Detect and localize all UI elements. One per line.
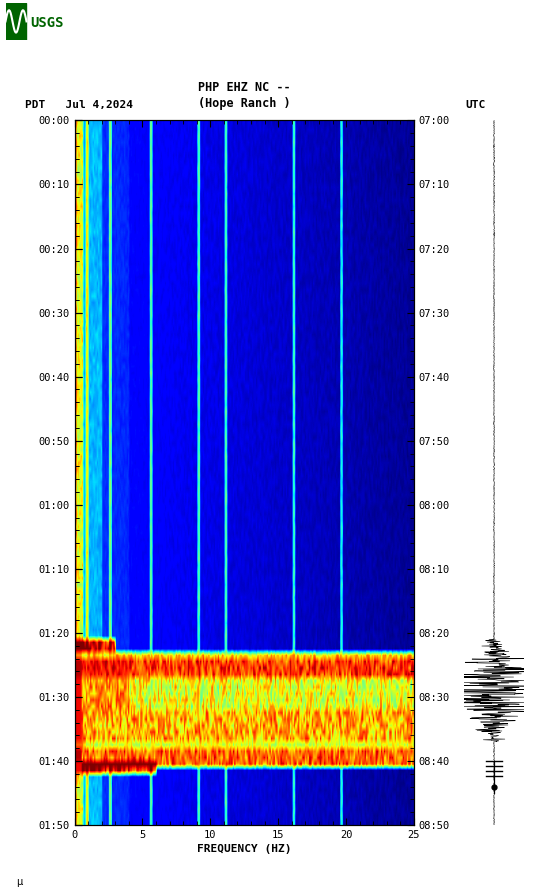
X-axis label: FREQUENCY (HZ): FREQUENCY (HZ)	[197, 844, 291, 855]
Text: PHP EHZ NC --: PHP EHZ NC --	[198, 80, 290, 94]
Bar	[6, 3, 26, 40]
Text: μ: μ	[17, 877, 23, 887]
Text: (Hope Ranch ): (Hope Ranch )	[198, 96, 290, 110]
Text: UTC: UTC	[465, 100, 486, 110]
Text: USGS: USGS	[30, 16, 63, 30]
Text: PDT   Jul 4,2024: PDT Jul 4,2024	[25, 100, 133, 110]
